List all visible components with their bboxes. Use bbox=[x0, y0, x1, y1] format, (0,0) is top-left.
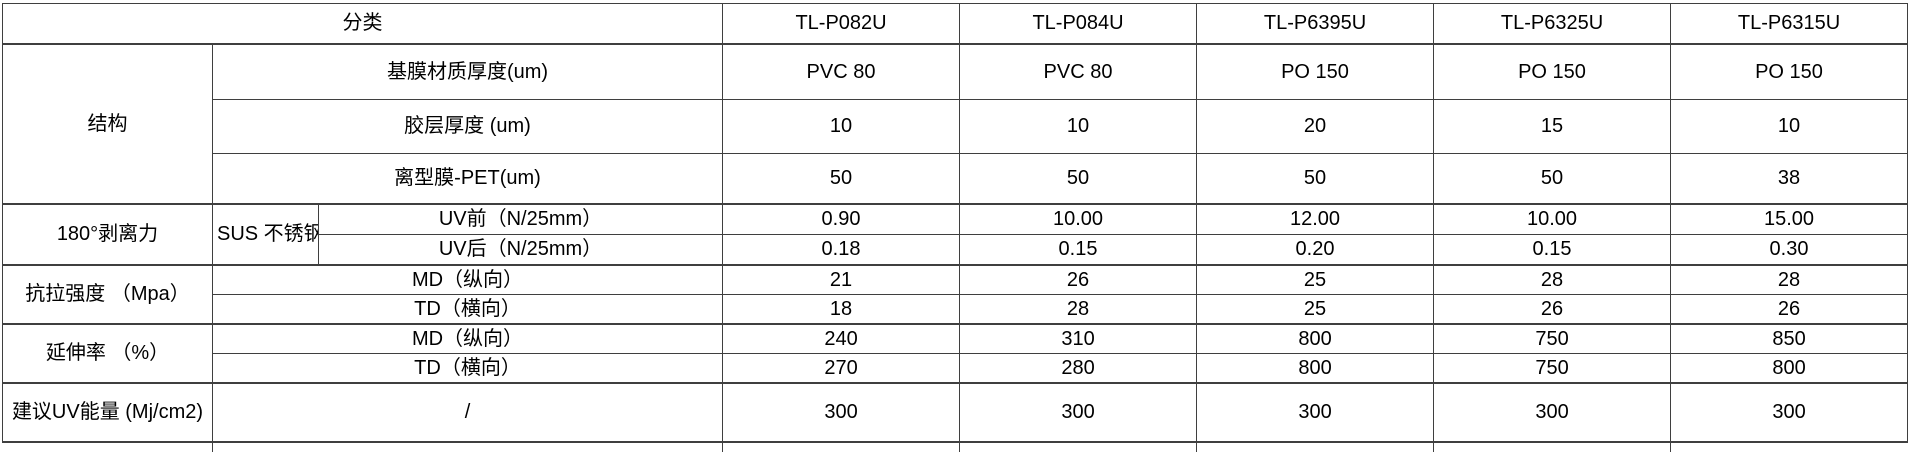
spec-value: 25 bbox=[1196, 294, 1435, 325]
spec-value: 15 bbox=[1433, 99, 1672, 154]
gridline-stub bbox=[1670, 438, 1671, 452]
gridline-stub bbox=[722, 438, 723, 452]
row-label-uv-after: UV后（N/25mm） bbox=[317, 234, 724, 266]
spec-value: 800 bbox=[1196, 323, 1435, 354]
product-header-tl-p6325u: TL-P6325U bbox=[1433, 3, 1672, 45]
spec-value: 270 bbox=[722, 353, 961, 384]
table-row: 抗拉强度 （Mpa） MD（纵向） 21 26 25 28 28 bbox=[2, 264, 1909, 325]
spec-value: 0.15 bbox=[1433, 234, 1672, 266]
table-row: TD（横向） 18 28 25 26 26 bbox=[3, 294, 1909, 325]
spec-value: 280 bbox=[959, 353, 1198, 384]
spec-value: 28 bbox=[1433, 264, 1672, 295]
product-header-tl-p6395u: TL-P6395U bbox=[1196, 3, 1435, 45]
table-row: 胶层厚度 (um) 10 10 20 15 10 bbox=[3, 99, 1909, 154]
row-label-release-film: 离型膜-PET(um) bbox=[211, 153, 724, 205]
spec-value: 20 bbox=[1196, 99, 1435, 154]
spec-value: 300 bbox=[722, 382, 961, 443]
group-label-elongation: 延伸率 （%） bbox=[2, 323, 213, 384]
product-header-tl-p6315u: TL-P6315U bbox=[1670, 3, 1909, 45]
row-label-slash: / bbox=[211, 382, 724, 443]
spec-value: 0.90 bbox=[722, 203, 961, 235]
table-row: 结构 基膜材质厚度(um) PVC 80 PVC 80 PO 150 PO 15… bbox=[2, 43, 1909, 205]
group-label-tensile-strength: 抗拉强度 （Mpa） bbox=[2, 264, 213, 325]
spec-value: 310 bbox=[959, 323, 1198, 354]
gridline-stub bbox=[1433, 438, 1434, 452]
category-header-cell: 分类 bbox=[1, 3, 724, 45]
table-row: 建议UV能量 (Mj/cm2) / 300 300 300 300 300 bbox=[2, 382, 1909, 443]
spec-value: 25 bbox=[1196, 264, 1435, 295]
header-row: 分类 TL-P082U TL-P084U TL-P6395U TL-P6325U… bbox=[1, 3, 1909, 45]
spec-value: 50 bbox=[959, 153, 1198, 205]
spec-value: PO 150 bbox=[1670, 43, 1909, 100]
spec-value: 0.15 bbox=[959, 234, 1198, 266]
table-row: 延伸率 （%） MD（纵向） 240 310 800 750 850 bbox=[2, 323, 1909, 384]
row-label-adhesive-thickness: 胶层厚度 (um) bbox=[211, 99, 724, 154]
spec-value: 21 bbox=[722, 264, 961, 295]
spec-value: 15.00 bbox=[1670, 203, 1909, 235]
table-row: 180°剥离力 SUS 不锈钢 UV前（N/25mm） 0.90 10.00 1… bbox=[2, 203, 1909, 266]
table-row: TD（横向） 270 280 800 750 800 bbox=[3, 353, 1909, 384]
spec-table: 分类 TL-P082U TL-P084U TL-P6395U TL-P6325U… bbox=[1, 3, 1909, 443]
spec-value: 240 bbox=[722, 323, 961, 354]
spec-value: 26 bbox=[1670, 294, 1909, 325]
spec-value: 12.00 bbox=[1196, 203, 1435, 235]
spec-value: 800 bbox=[1670, 353, 1909, 384]
spec-value: PO 150 bbox=[1196, 43, 1435, 100]
spec-value: 300 bbox=[959, 382, 1198, 443]
spec-value: 0.30 bbox=[1670, 234, 1909, 266]
spec-value: 10.00 bbox=[1433, 203, 1672, 235]
group-label-peel-strength: 180°剥离力 bbox=[2, 203, 213, 266]
row-label-uv-before: UV前（N/25mm） bbox=[317, 203, 724, 235]
spec-value: 10 bbox=[959, 99, 1198, 154]
spec-value: 50 bbox=[722, 153, 961, 205]
product-header-tl-p084u: TL-P084U bbox=[959, 3, 1198, 45]
product-header-tl-p082u: TL-P082U bbox=[722, 3, 961, 45]
table-row: 离型膜-PET(um) 50 50 50 50 38 bbox=[3, 153, 1909, 205]
spec-value: PO 150 bbox=[1433, 43, 1672, 100]
row-label-md: MD（纵向） bbox=[211, 323, 724, 354]
gridline-stub bbox=[959, 438, 960, 452]
spec-value: 28 bbox=[959, 294, 1198, 325]
spec-value: 850 bbox=[1670, 323, 1909, 354]
spec-value: 10 bbox=[722, 99, 961, 154]
spec-value: PVC 80 bbox=[959, 43, 1198, 100]
row-label-td: TD（横向） bbox=[211, 294, 724, 325]
gridline-stub bbox=[212, 438, 213, 452]
spec-value: 750 bbox=[1433, 323, 1672, 354]
row-label-md: MD（纵向） bbox=[211, 264, 724, 295]
spec-value: 50 bbox=[1196, 153, 1435, 205]
spec-value: 28 bbox=[1670, 264, 1909, 295]
row-label-td: TD（横向） bbox=[211, 353, 724, 384]
spec-value: 38 bbox=[1670, 153, 1909, 205]
spec-value: 0.18 bbox=[722, 234, 961, 266]
spec-value: 300 bbox=[1433, 382, 1672, 443]
gridline-stub bbox=[1196, 438, 1197, 452]
spec-value: 18 bbox=[722, 294, 961, 325]
spec-value: 26 bbox=[959, 264, 1198, 295]
spec-value: 10.00 bbox=[959, 203, 1198, 235]
spec-value: 50 bbox=[1433, 153, 1672, 205]
table-row: UV后（N/25mm） 0.18 0.15 0.20 0.15 0.30 bbox=[3, 234, 1909, 266]
spec-value: 750 bbox=[1433, 353, 1672, 384]
spec-value: 800 bbox=[1196, 353, 1435, 384]
group-label-structure: 结构 bbox=[2, 43, 213, 205]
spec-value: 26 bbox=[1433, 294, 1672, 325]
row-label-base-film: 基膜材质厚度(um) bbox=[211, 43, 724, 100]
spec-value: 10 bbox=[1670, 99, 1909, 154]
spec-value: 300 bbox=[1196, 382, 1435, 443]
group-label-uv-energy: 建议UV能量 (Mj/cm2) bbox=[2, 382, 213, 443]
spec-value: PVC 80 bbox=[722, 43, 961, 100]
spec-value: 300 bbox=[1670, 382, 1909, 443]
spec-value: 0.20 bbox=[1196, 234, 1435, 266]
subgroup-label-sus: SUS 不锈钢 bbox=[212, 203, 319, 266]
